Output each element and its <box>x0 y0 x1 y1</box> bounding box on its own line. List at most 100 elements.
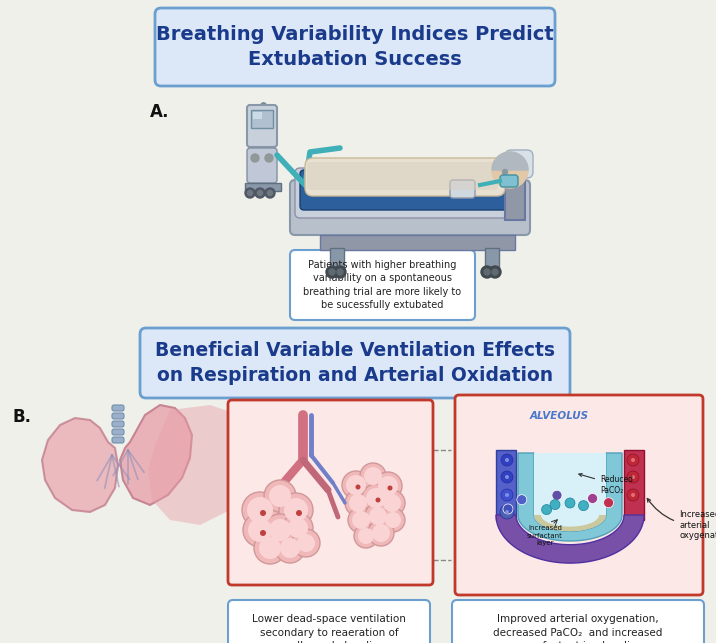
Circle shape <box>260 510 266 516</box>
Circle shape <box>292 529 320 557</box>
FancyBboxPatch shape <box>505 150 533 178</box>
FancyBboxPatch shape <box>112 405 124 411</box>
Polygon shape <box>624 450 644 520</box>
Circle shape <box>269 485 291 507</box>
Circle shape <box>258 190 263 195</box>
Bar <box>320 235 515 250</box>
Bar <box>253 112 262 119</box>
Circle shape <box>501 471 513 483</box>
Circle shape <box>501 454 513 466</box>
Circle shape <box>245 188 255 198</box>
Circle shape <box>481 266 493 278</box>
Circle shape <box>358 528 374 544</box>
FancyBboxPatch shape <box>112 429 124 435</box>
Circle shape <box>517 494 527 505</box>
Polygon shape <box>496 450 516 520</box>
Circle shape <box>255 188 265 198</box>
Circle shape <box>492 152 528 188</box>
Text: A.: A. <box>150 103 170 121</box>
FancyBboxPatch shape <box>112 413 124 419</box>
Circle shape <box>349 494 367 512</box>
Circle shape <box>385 512 401 528</box>
Text: Increased
arterial
oxygenation: Increased arterial oxygenation <box>647 498 716 540</box>
Text: Patients with higher breathing
variability on a spontaneous
breathing trial are : Patients with higher breathing variabili… <box>304 260 462 310</box>
FancyBboxPatch shape <box>307 162 498 190</box>
Circle shape <box>251 154 259 162</box>
FancyBboxPatch shape <box>140 328 570 398</box>
Circle shape <box>631 475 635 479</box>
Circle shape <box>505 493 509 497</box>
Circle shape <box>342 471 370 499</box>
Circle shape <box>297 534 315 552</box>
Circle shape <box>627 471 639 483</box>
Circle shape <box>631 458 635 462</box>
FancyBboxPatch shape <box>452 600 704 643</box>
Wedge shape <box>492 152 528 170</box>
Circle shape <box>375 498 380 502</box>
Circle shape <box>368 520 394 546</box>
FancyBboxPatch shape <box>228 400 433 585</box>
Circle shape <box>379 490 405 516</box>
FancyBboxPatch shape <box>300 170 515 210</box>
Circle shape <box>383 494 401 512</box>
Circle shape <box>354 524 378 548</box>
FancyBboxPatch shape <box>502 158 528 168</box>
Circle shape <box>579 501 589 511</box>
Text: Improved arterial oxygenation,
decreased PaCO₂  and increased
surfactant in alve: Improved arterial oxygenation, decreased… <box>493 614 663 643</box>
Bar <box>485 248 499 270</box>
Text: Beneficial Variable Ventilation Effects
on Respiration and Arterial Oxidation: Beneficial Variable Ventilation Effects … <box>155 341 555 385</box>
Circle shape <box>242 492 278 528</box>
FancyBboxPatch shape <box>500 175 518 187</box>
Circle shape <box>501 489 513 501</box>
Circle shape <box>503 170 508 174</box>
Circle shape <box>366 488 386 508</box>
Circle shape <box>550 500 560 510</box>
Circle shape <box>588 493 598 503</box>
Circle shape <box>248 190 253 195</box>
Circle shape <box>334 266 346 278</box>
Circle shape <box>369 507 387 525</box>
FancyBboxPatch shape <box>295 168 520 218</box>
Text: Lower dead-space ventilation
secondary to reaeration of
collapsed alveoli: Lower dead-space ventilation secondary t… <box>252 614 406 643</box>
Circle shape <box>627 454 639 466</box>
Circle shape <box>260 530 266 536</box>
Polygon shape <box>42 418 118 512</box>
Bar <box>505 160 525 220</box>
Polygon shape <box>120 405 192 505</box>
Circle shape <box>387 485 392 491</box>
FancyBboxPatch shape <box>112 437 124 443</box>
Circle shape <box>372 524 390 542</box>
Circle shape <box>489 266 501 278</box>
Circle shape <box>284 498 308 522</box>
FancyBboxPatch shape <box>290 250 475 320</box>
Circle shape <box>604 498 614 508</box>
Polygon shape <box>534 453 606 531</box>
Circle shape <box>268 190 273 195</box>
Circle shape <box>505 458 509 462</box>
Circle shape <box>505 475 509 479</box>
Circle shape <box>283 513 313 543</box>
Circle shape <box>279 493 313 527</box>
Text: Increased
surfactant
layer: Increased surfactant layer <box>527 525 563 546</box>
Circle shape <box>484 269 490 275</box>
FancyBboxPatch shape <box>155 8 555 86</box>
FancyBboxPatch shape <box>247 148 277 183</box>
Circle shape <box>269 519 291 541</box>
Circle shape <box>265 154 273 162</box>
Circle shape <box>552 491 562 500</box>
Circle shape <box>259 537 281 559</box>
Circle shape <box>337 269 343 275</box>
Circle shape <box>541 505 551 514</box>
Text: Breathing Variability Indices Predict
Extubation Success: Breathing Variability Indices Predict Ex… <box>156 25 554 69</box>
Polygon shape <box>496 515 644 563</box>
FancyBboxPatch shape <box>305 158 505 196</box>
Circle shape <box>356 484 360 489</box>
Circle shape <box>362 484 390 512</box>
Circle shape <box>631 493 635 497</box>
Circle shape <box>275 533 305 563</box>
Circle shape <box>288 518 308 538</box>
Circle shape <box>326 266 338 278</box>
Circle shape <box>352 511 370 529</box>
Circle shape <box>248 518 272 542</box>
Polygon shape <box>148 405 250 525</box>
